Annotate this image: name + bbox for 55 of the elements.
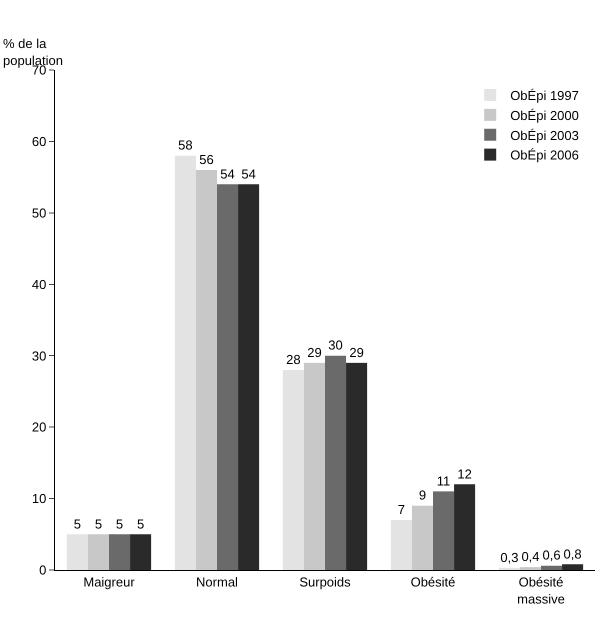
data-label: 29 bbox=[349, 344, 364, 360]
x-tick-label: Obésité bbox=[410, 574, 456, 590]
data-label: 56 bbox=[199, 152, 214, 167]
data-label: 29 bbox=[307, 344, 322, 360]
y-tick-label: 30 bbox=[32, 348, 46, 364]
bar bbox=[454, 484, 476, 570]
data-label: 9 bbox=[418, 488, 426, 503]
y-tick-label: 50 bbox=[32, 205, 46, 220]
bar bbox=[541, 566, 562, 570]
bar bbox=[130, 534, 152, 570]
x-tick-label: Obésité massive bbox=[517, 574, 565, 606]
bar bbox=[520, 567, 541, 570]
bar bbox=[238, 184, 260, 570]
x-tick-label: Surpoids bbox=[299, 574, 352, 590]
y-tick-label: 0 bbox=[39, 562, 46, 578]
bar bbox=[304, 362, 325, 570]
data-label: 0,4 bbox=[521, 549, 540, 564]
y-tick-label: 40 bbox=[32, 276, 46, 292]
data-label: 0,3 bbox=[500, 550, 518, 565]
bar bbox=[88, 534, 109, 570]
y-tick-label: 60 bbox=[32, 134, 46, 149]
bar bbox=[346, 362, 368, 570]
data-label: 7 bbox=[398, 502, 406, 517]
bar bbox=[109, 534, 130, 570]
y-tick-label: 20 bbox=[32, 420, 46, 435]
legend-label: ObÉpi 2006 bbox=[510, 148, 579, 163]
bar bbox=[433, 491, 454, 570]
bar bbox=[412, 506, 433, 570]
bar bbox=[390, 520, 412, 570]
data-label: 0,8 bbox=[564, 546, 582, 562]
data-label: 5 bbox=[94, 516, 102, 532]
x-tick-label: Maigreur bbox=[83, 574, 136, 590]
data-label: 5 bbox=[116, 516, 124, 532]
data-label: 58 bbox=[178, 138, 193, 153]
y-tick-label: 10 bbox=[32, 491, 46, 506]
data-label: 5 bbox=[136, 516, 144, 532]
data-label: 54 bbox=[241, 166, 256, 182]
bar bbox=[562, 564, 584, 570]
data-label: 12 bbox=[457, 466, 472, 482]
bar bbox=[196, 170, 217, 570]
bar bbox=[282, 370, 304, 570]
x-tick-label: Normal bbox=[196, 574, 238, 590]
bar bbox=[66, 534, 88, 570]
legend-label: ObÉpi 1997 bbox=[510, 88, 579, 104]
bar bbox=[325, 356, 346, 570]
data-label: 28 bbox=[286, 352, 301, 367]
legend-label: ObÉpi 2003 bbox=[510, 128, 579, 143]
data-label: 5 bbox=[74, 516, 82, 532]
data-label: 54 bbox=[220, 166, 235, 182]
data-label: 11 bbox=[436, 473, 450, 488]
bar bbox=[174, 156, 196, 570]
data-label: 0,6 bbox=[542, 548, 561, 563]
data-label: 30 bbox=[328, 338, 343, 353]
bar bbox=[217, 184, 238, 570]
legend-label: ObÉpi 2000 bbox=[510, 108, 579, 123]
